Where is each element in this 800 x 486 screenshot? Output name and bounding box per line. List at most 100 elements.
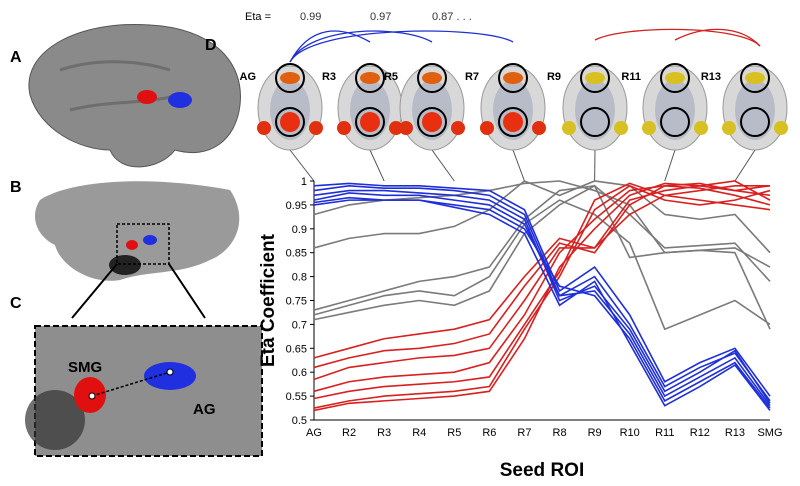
series-line: [313, 184, 771, 402]
roi-circle: [740, 107, 770, 137]
roi-circle: [660, 63, 690, 93]
roi-circle: [417, 107, 447, 137]
y-tick-label: 1: [301, 176, 307, 188]
brain-label: R3: [322, 71, 336, 83]
series-line: [313, 184, 771, 330]
x-tick-label: AG: [306, 427, 322, 439]
activation: [503, 112, 523, 132]
panel-label: D: [205, 37, 217, 54]
y-axis-label: Eta Coefficient: [258, 233, 279, 367]
y-tick-label: 0.65: [286, 343, 307, 355]
brain-label: AG: [240, 71, 257, 83]
x-tick-label: R2: [342, 427, 356, 439]
y-tick-label: 0.6: [292, 367, 307, 379]
series-line: [313, 199, 771, 411]
series-line: [313, 182, 771, 412]
connector: [664, 149, 676, 182]
brain-inner: [735, 80, 775, 140]
panel-label: B: [10, 179, 22, 196]
activation: [360, 72, 380, 84]
series-line: [313, 182, 771, 400]
brain-inner: [350, 80, 390, 140]
roi-circle: [740, 63, 770, 93]
activation: [614, 121, 628, 135]
panel-b-flatmap: [35, 181, 240, 319]
x-axis-label: Seed ROI: [500, 460, 584, 481]
connector: [734, 149, 756, 182]
activation: [745, 72, 765, 84]
activation: [280, 112, 300, 132]
x-tick-label: R11: [655, 427, 674, 439]
brain-label: R11: [621, 71, 641, 83]
x-tick-label: R5: [447, 427, 461, 439]
activation: [389, 121, 403, 135]
activation: [562, 121, 576, 135]
activation: [532, 121, 546, 135]
eta-label: Eta =: [245, 11, 271, 23]
arrow: [594, 28, 761, 47]
roi-circle: [498, 107, 528, 137]
connector: [289, 149, 315, 182]
roi-circle: [275, 107, 305, 137]
series-line: [313, 182, 771, 369]
activation: [399, 121, 413, 135]
arrow: [289, 30, 371, 63]
brain-inner: [655, 80, 695, 140]
activation: [480, 121, 494, 135]
y-tick-label: 0.5: [292, 415, 307, 427]
y-tick-label: 0.85: [286, 248, 307, 260]
x-tick-label: R12: [690, 427, 710, 439]
brain-label: R7: [465, 71, 479, 83]
x-tick-label: R3: [377, 427, 391, 439]
connector: [369, 149, 385, 182]
activation: [280, 72, 300, 84]
activation: [665, 72, 685, 84]
roi-circle: [355, 107, 385, 137]
y-tick-label: 0.7: [292, 319, 307, 331]
x-tick-label: R10: [620, 427, 640, 439]
connector: [431, 149, 455, 182]
inset-label: SMG: [68, 359, 102, 376]
activation: [257, 121, 271, 135]
arrow: [674, 28, 761, 47]
series-line: [313, 184, 771, 393]
x-tick-label: R4: [412, 427, 426, 439]
activation: [422, 72, 442, 84]
x-tick-label: SMG: [757, 427, 782, 439]
activation: [503, 72, 523, 84]
x-tick-label: R7: [517, 427, 531, 439]
y-tick-label: 0.8: [292, 272, 307, 284]
arrow: [289, 30, 514, 63]
activation: [309, 121, 323, 135]
y-tick-label: 0.75: [286, 296, 307, 308]
series-line: [313, 180, 771, 381]
y-tick-label: 0.9: [292, 224, 307, 236]
panel-label: C: [10, 295, 22, 312]
brains: AG R3 R5 R7 R9 R11 R13 Eta = 0.99 0.97 0.87 . . .: [240, 11, 788, 182]
panel-label: A: [10, 49, 22, 66]
brain-inner: [493, 80, 533, 140]
activation: [422, 112, 442, 132]
brain-inner: [412, 80, 452, 140]
inset-label: AG: [193, 401, 216, 418]
roi-circle: [580, 107, 610, 137]
activation: [451, 121, 465, 135]
roi-circle: [498, 63, 528, 93]
y-tick-label: 0.95: [286, 200, 307, 212]
y-tick-label: 0.55: [286, 391, 307, 403]
panel-a-brain: [28, 23, 241, 168]
eta-value: 0.97: [370, 11, 391, 23]
brain-inner: [270, 80, 310, 140]
x-tick-label: R8: [553, 427, 567, 439]
activation: [642, 121, 656, 135]
roi-circle: [417, 63, 447, 93]
x-tick-label: R9: [588, 427, 602, 439]
activation: [694, 121, 708, 135]
roi-circle: [275, 63, 305, 93]
series-line: [313, 180, 771, 254]
activation: [722, 121, 736, 135]
activation: [360, 112, 380, 132]
series-line: [313, 199, 771, 331]
connector: [512, 149, 525, 182]
x-tick-label: R6: [482, 427, 496, 439]
